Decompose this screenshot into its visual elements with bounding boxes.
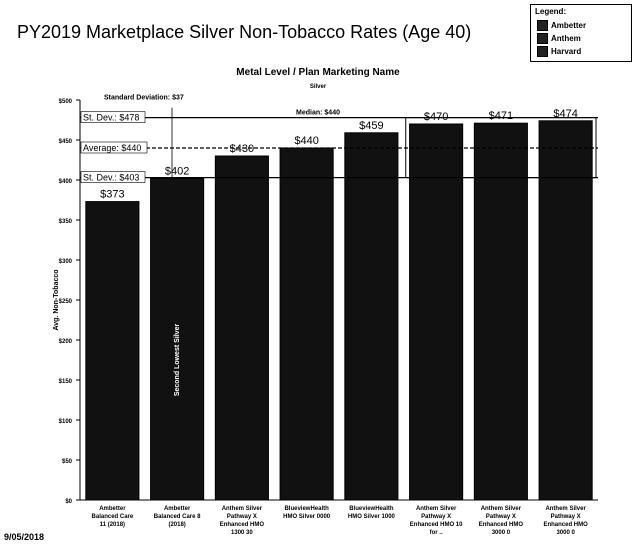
bar[interactable] [150, 177, 205, 501]
bar[interactable] [279, 147, 334, 501]
y-tick-label: $100 [59, 419, 73, 425]
bar[interactable] [85, 201, 140, 501]
median-label: Median: $440 [296, 110, 340, 117]
legend-title: Legend: [535, 7, 567, 16]
checkbox-icon[interactable] [537, 46, 548, 58]
bar-value-label: $471 [489, 110, 513, 122]
reference-line-label: St. Dev.: $403 [83, 173, 139, 183]
legend-label: Anthem [551, 34, 581, 43]
legend-label: Harvard [551, 47, 582, 56]
bar-value-label: $474 [553, 108, 577, 120]
x-tick-label: BlueviewHealth HMO Silver 0000 [283, 506, 331, 520]
bar[interactable] [344, 132, 399, 501]
bar-value-label: $459 [359, 120, 383, 132]
y-tick-label: $0 [65, 499, 72, 505]
std-deviation-label: Standard Deviation: $37 [104, 95, 184, 102]
y-axis-label: Avg. Non-Tobacco [53, 269, 60, 330]
x-tick-label: Ambetter Balanced Care 8 (2018) [154, 506, 201, 528]
y-tick-label: $300 [59, 259, 73, 265]
x-tick-label: Ambetter Balanced Care 11 (2018) [92, 506, 134, 528]
bar[interactable] [538, 120, 593, 501]
legend-item-harvard[interactable]: Harvard [537, 46, 582, 58]
y-tick-label: $150 [59, 379, 73, 385]
bar-annotation-label: Second Lowest Silver [174, 324, 181, 397]
bar-value-label: $440 [294, 135, 318, 147]
checkbox-icon[interactable] [537, 20, 548, 32]
bar-value-label: $402 [165, 165, 189, 177]
bar[interactable] [409, 123, 464, 501]
bar[interactable] [214, 155, 269, 501]
x-tick-label: Anthem Silver Pathway X Enhanced HMO 10 for… [410, 506, 463, 536]
legend-item-ambetter[interactable]: Ambetter [537, 20, 587, 32]
legend-label: Ambetter [551, 21, 587, 30]
reference-label-box [80, 141, 148, 154]
metal-level-label: Silver [310, 84, 327, 90]
bar-value-label: $373 [100, 189, 124, 201]
reference-line-label: St. Dev.: $478 [83, 113, 139, 123]
chart-title: PY2019 Marketplace Silver Non-Tobacco Ra… [17, 22, 472, 42]
x-tick-label: Anthem Silver Pathway X Enhanced HMO 3000 0 [543, 506, 588, 536]
y-tick-label: $200 [59, 339, 73, 345]
checkbox-icon[interactable] [537, 33, 548, 45]
legend-item-anthem[interactable]: Anthem [537, 33, 581, 45]
x-tick-label: Anthem Silver Pathway X Enhanced HMO 1300 3… [220, 506, 265, 536]
bar-value-label: $430 [230, 143, 254, 155]
reference-line-label: Average: $440 [83, 143, 141, 153]
x-tick-label: BlueviewHealth HMO Silver 1000 [348, 506, 396, 520]
chart-subtitle: Metal Level / Plan Marketing Name [236, 67, 400, 78]
y-tick-label: $500 [59, 99, 73, 105]
report-date: 9/05/2018 [4, 532, 45, 542]
y-tick-label: $250 [59, 299, 73, 305]
y-tick-label: $350 [59, 219, 73, 225]
y-tick-label: $50 [62, 459, 73, 465]
y-tick-label: $450 [59, 139, 73, 145]
reference-label-box [80, 111, 146, 123]
x-tick-label: Anthem Silver Pathway X Enhanced HMO 3000 0 [479, 506, 524, 536]
legend: Legend: Ambetter Anthem Harvard [530, 4, 632, 62]
bar[interactable] [473, 122, 528, 501]
y-tick-label: $400 [59, 179, 73, 185]
std-deviation-band [405, 117, 597, 179]
reference-label-box [80, 171, 146, 183]
